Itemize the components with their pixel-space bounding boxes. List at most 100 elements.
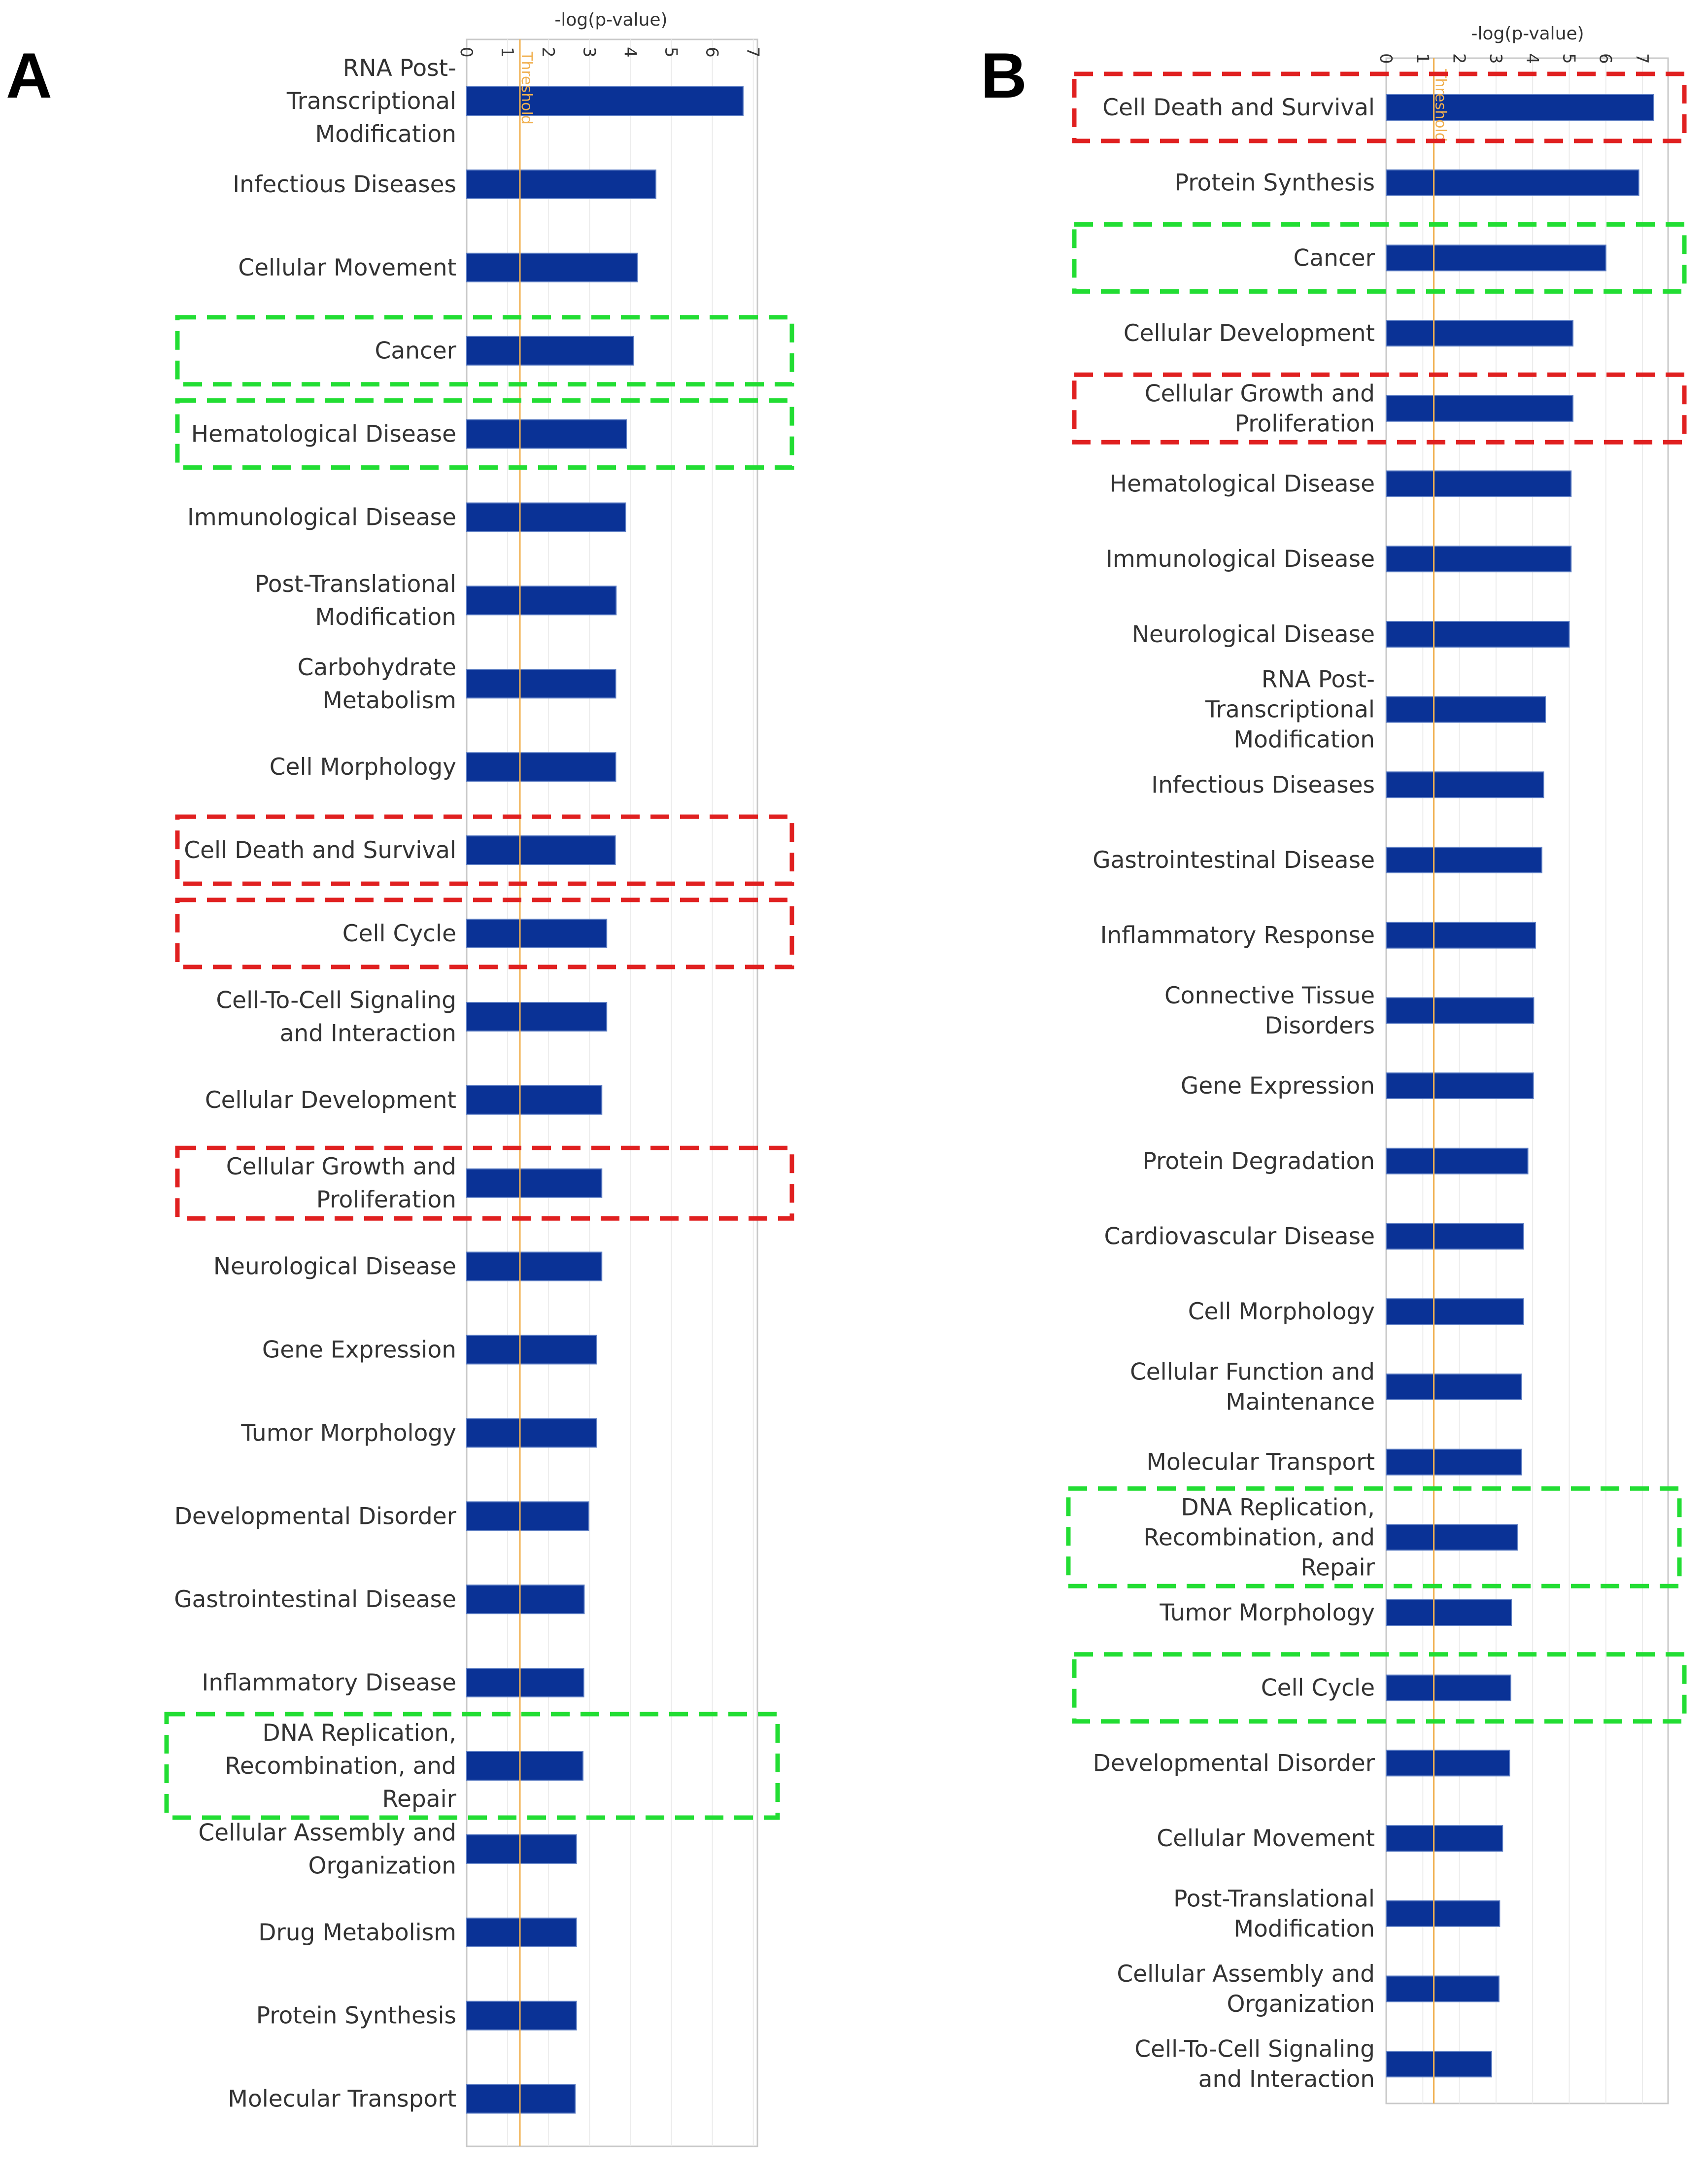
bar — [466, 1751, 583, 1781]
bar — [466, 752, 616, 782]
category-label: Cancer — [1294, 244, 1375, 272]
category-label: Cellular Growth and Proliferation — [226, 1153, 456, 1213]
bar — [1386, 771, 1544, 798]
bar — [466, 1001, 608, 1032]
category-label: Cell Death and Survival — [1102, 94, 1375, 121]
x-axis-title: -log(p-value) — [554, 10, 667, 30]
bar — [1386, 320, 1573, 347]
bar — [466, 919, 608, 948]
bar — [466, 669, 616, 699]
category-label: Developmental Disorder — [174, 1503, 457, 1530]
category-label: RNA Post-Transcriptional Modification — [1205, 666, 1375, 754]
bar — [1386, 696, 1546, 723]
category-label: Developmental Disorder — [1093, 1750, 1375, 1777]
bar — [1386, 2051, 1492, 2078]
bar — [466, 835, 616, 865]
category-label: Neurological Disease — [1132, 621, 1375, 648]
highlight-box-red — [175, 897, 794, 969]
bar — [1386, 546, 1572, 573]
category-label: Cellular Growth and Proliferation — [1145, 380, 1375, 437]
x-tick-label: 5 — [661, 47, 681, 58]
category-label: Immunological Disease — [1106, 546, 1375, 573]
bar — [1386, 922, 1537, 949]
x-tick-label: 1 — [497, 47, 517, 58]
category-label: Cardiovascular Disease — [1104, 1223, 1375, 1250]
x-tick-label: 6 — [702, 47, 722, 58]
category-label: Hematological Disease — [1110, 471, 1375, 498]
highlight-box-green — [164, 1712, 780, 1820]
bar — [1386, 1900, 1501, 1927]
category-label: DNA Replication, Recombination, and Repair — [225, 1720, 456, 1813]
bar — [466, 1335, 597, 1365]
bar — [1386, 1825, 1503, 1852]
category-label: Tumor Morphology — [240, 1419, 456, 1447]
bar — [1386, 1975, 1500, 2002]
category-label: Carbohydrate Metabolism — [298, 654, 456, 714]
bar — [466, 2084, 576, 2114]
x-axis-title: -log(p-value) — [1471, 24, 1584, 44]
bar — [1386, 244, 1606, 272]
highlight-box-green — [1072, 222, 1687, 294]
bar — [466, 1251, 603, 1281]
bar — [466, 336, 635, 366]
category-label: Gene Expression — [262, 1337, 456, 1364]
category-label: Cellular Development — [205, 1087, 456, 1114]
bar — [1386, 1599, 1512, 1626]
x-tick-label: 7 — [1632, 53, 1652, 64]
category-label: Gene Expression — [1181, 1072, 1375, 1100]
category-label: Protein Degradation — [1143, 1148, 1375, 1175]
threshold-label: Threshold — [1432, 69, 1449, 142]
highlight-box-red — [1072, 71, 1687, 143]
category-label: Cell Cycle — [342, 920, 456, 947]
category-label: Cell Death and Survival — [184, 837, 456, 864]
x-tick-label: 3 — [579, 47, 599, 58]
bar — [466, 1501, 589, 1531]
bar — [1386, 1750, 1510, 1777]
category-label: Connective Tissue Disorders — [1164, 982, 1375, 1039]
x-tick-label: 6 — [1596, 53, 1615, 64]
x-tick-label: 4 — [620, 47, 640, 58]
bar — [1386, 620, 1570, 648]
x-tick-label: 5 — [1559, 53, 1578, 64]
category-label: Cell Cycle — [1261, 1675, 1375, 1702]
x-tick-label: 2 — [538, 47, 558, 58]
bar — [1386, 1448, 1522, 1476]
x-tick-label: 0 — [1376, 53, 1396, 64]
highlight-box-green — [175, 315, 794, 387]
category-label: Cellular Assembly and Organization — [1117, 1961, 1375, 2018]
x-tick-label: 4 — [1522, 53, 1542, 64]
bar — [1386, 470, 1572, 497]
panel-letter: B — [981, 39, 1027, 111]
highlight-box-red — [1072, 372, 1687, 445]
category-label: Cellular Development — [1124, 320, 1375, 347]
category-label: Cell-To-Cell Signaling and Interaction — [1134, 2036, 1375, 2093]
bar — [1386, 169, 1640, 196]
bar — [466, 1085, 603, 1115]
category-label: Cancer — [375, 338, 457, 365]
category-label: Infectious Diseases — [233, 171, 456, 198]
bar — [466, 419, 627, 449]
category-label: Cell-To-Cell Signaling and Interaction — [216, 987, 456, 1047]
category-label: Immunological Disease — [187, 504, 456, 531]
bar — [1386, 847, 1542, 873]
panel-a-chart: A 0 1 2 3 4 5 6 7 -log(p-value) Threshold RNA Post-… — [6, 10, 794, 2147]
x-tick-label: 3 — [1486, 53, 1505, 64]
category-label: Molecular Transport — [1146, 1449, 1375, 1476]
bar — [466, 502, 626, 532]
category-label: Post-Translational Modification — [1173, 1885, 1375, 1942]
category-label: Protein Synthesis — [256, 2002, 456, 2030]
category-label: Gastrointestinal Disease — [174, 1586, 456, 1613]
bar — [1386, 1373, 1522, 1400]
bar — [1386, 395, 1573, 422]
category-label: Protein Synthesis — [1175, 170, 1375, 197]
bar — [466, 86, 744, 116]
category-label: DNA Replication, Recombination, and Repair — [1143, 1494, 1375, 1581]
category-label: Post-Translational Modification — [255, 571, 456, 631]
bar — [466, 1668, 584, 1698]
bar — [466, 252, 638, 282]
bar — [466, 1418, 597, 1448]
highlight-box-red — [175, 814, 794, 886]
category-label: Cellular Function and Maintenance — [1130, 1358, 1375, 1415]
bar — [1386, 997, 1535, 1024]
